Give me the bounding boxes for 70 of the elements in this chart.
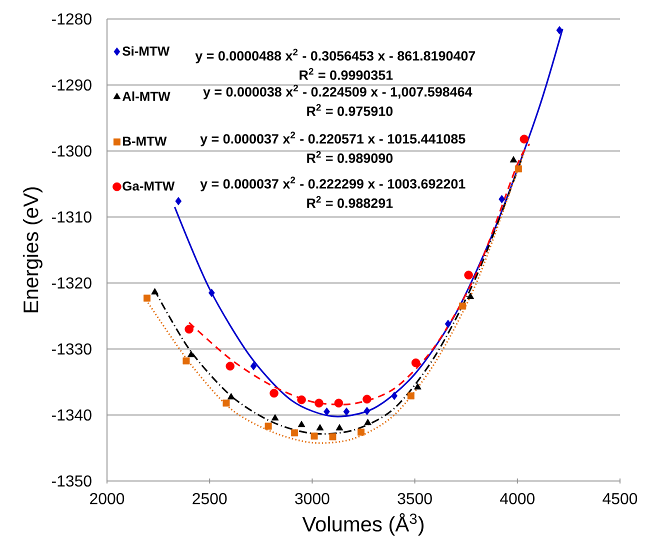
x-tick-label: 2000: [90, 492, 124, 504]
y-tick-label: -1340: [52, 409, 92, 421]
point: [514, 165, 522, 172]
annotation: y = 0.0000488 x$^{2}$ - 0.3056453 x - 861.8190407: [195, 48, 476, 64]
x-tick-label: 4000: [500, 492, 534, 504]
point: [151, 288, 158, 294]
point: [270, 388, 278, 398]
point: [459, 302, 466, 310]
point: [297, 395, 306, 404]
x-tick-label: 3500: [398, 492, 432, 504]
y-tick-label: -1320: [52, 277, 92, 289]
annotation: R$^{2}$ = 0.975910: [307, 104, 393, 116]
x-tick-label: 3000: [295, 492, 330, 504]
point: [314, 398, 324, 408]
point: [184, 324, 194, 334]
point: [407, 392, 414, 400]
point: [336, 424, 344, 430]
point: [250, 362, 257, 370]
y-tick-label: -1280: [52, 13, 92, 25]
point: [316, 424, 324, 430]
annotation: R$^{2}$ = 0.9990351: [300, 68, 393, 80]
point: [362, 394, 372, 404]
point: [414, 383, 422, 390]
point: [310, 432, 318, 440]
annotation: y = 0.000038 x$^{2}$ - 0.224509 x - 1,007.598464: [203, 84, 472, 100]
point: [556, 26, 563, 34]
y-tick-label: -1330: [52, 343, 92, 355]
point: [358, 428, 365, 436]
x-axis-title: Volumes (Å$^{3}$): [302, 513, 424, 536]
point: [520, 134, 529, 144]
point: [187, 350, 195, 358]
point: [464, 270, 473, 280]
x-tick-label: 2500: [192, 492, 227, 504]
point: [226, 362, 235, 371]
x-tick-label: 4500: [602, 492, 638, 504]
point: [364, 406, 370, 416]
point: [324, 408, 330, 416]
legend-label: Al-MTW: [122, 91, 170, 101]
point: [391, 392, 398, 400]
point: [291, 429, 298, 436]
annotation: y = 0.000037 x$^{2}$ - 0.220571 x - 1015.441085: [200, 132, 466, 146]
point: [329, 433, 336, 440]
point: [271, 414, 279, 420]
annotation: y = 0.000037 x$^{2}$ - 0.222299 x - 1003.692201: [200, 176, 466, 192]
point: [343, 408, 350, 416]
point: [222, 400, 230, 407]
point: [208, 288, 215, 298]
annotation: R$^{2}$ = 0.989090: [307, 151, 393, 163]
point: [175, 196, 182, 206]
y-tick-label: -1310: [52, 211, 92, 223]
point: [264, 422, 272, 430]
point: [466, 292, 474, 300]
point: [411, 358, 420, 368]
point: [334, 398, 344, 408]
point: [444, 320, 452, 328]
y-tick-label: -1300: [52, 145, 92, 157]
point: [228, 392, 235, 400]
y-tick-label: -1290: [52, 79, 92, 91]
legend-label: B-MTW: [122, 136, 167, 146]
annotation: R$^{2}$ = 0.988291: [307, 196, 393, 208]
point: [510, 156, 518, 162]
point: [144, 294, 151, 302]
point: [364, 418, 372, 426]
point: [298, 420, 306, 428]
y-axis-title: Energies (eV): [22, 187, 42, 312]
point: [182, 357, 190, 364]
legend-label: Si-MTW: [122, 46, 170, 56]
point: [498, 194, 506, 204]
y-tick-label: -1350: [52, 475, 92, 487]
legend-label: Ga-MTW: [122, 181, 175, 191]
